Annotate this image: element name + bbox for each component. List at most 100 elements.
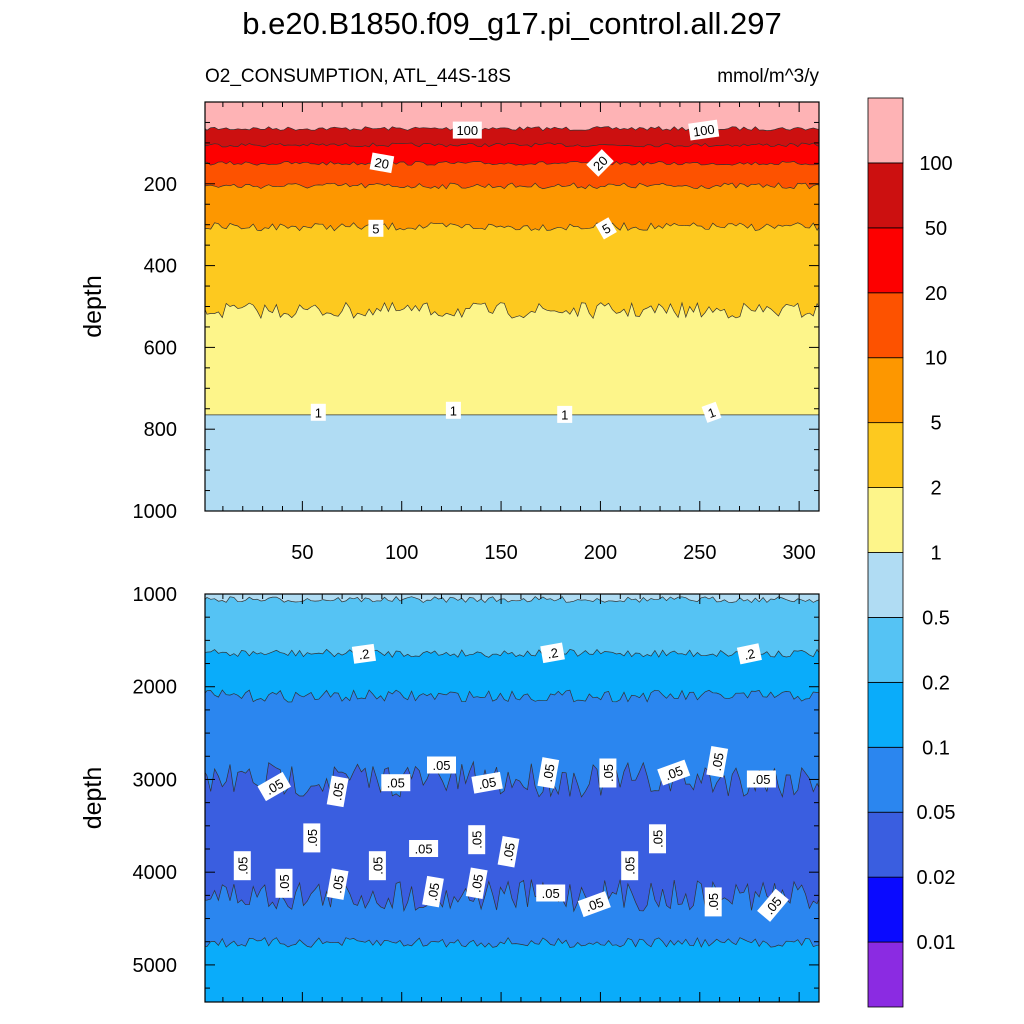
contour-line <box>205 937 819 948</box>
contour-label-text: .2 <box>743 646 757 663</box>
contour-label-text: .2 <box>546 645 559 662</box>
contour-label-text: .05 <box>415 842 433 857</box>
contour-label: .05 <box>422 875 444 908</box>
contour-label-text: .05 <box>706 893 721 911</box>
contour-label-text: .05 <box>329 781 347 801</box>
contour-label: .05 <box>468 825 486 855</box>
y-axis-label: depth <box>79 275 107 338</box>
plot-area: .2 .2 .2 .05 .05 .05 .05 .05 .05 .05 .05 .05 .05 .05.… <box>205 594 819 1002</box>
contour-label-box <box>537 757 560 789</box>
contour-label-text: .05 <box>651 830 666 848</box>
contour-label-box <box>381 774 411 792</box>
contour-line <box>205 222 819 232</box>
plot-frame <box>204 593 820 1003</box>
contour-label-box <box>557 405 573 423</box>
y-tick-label: 2000 <box>133 677 178 699</box>
contour-label-box <box>257 771 292 802</box>
contour-label: .05 <box>233 851 251 881</box>
contour-label-box <box>599 758 617 788</box>
y-tick-label: 600 <box>144 337 177 359</box>
contour-label-box <box>657 759 691 786</box>
contour-label-box <box>688 119 720 141</box>
contour-label-text: .05 <box>752 772 770 787</box>
contour-label: .05 <box>409 840 439 857</box>
contour-label: .05 <box>577 891 611 918</box>
contour-label-box <box>422 875 444 908</box>
contour-line <box>205 760 819 798</box>
contour-label-text: 100 <box>692 122 716 140</box>
contour-label-text: .05 <box>663 763 685 783</box>
contour-label-text: .05 <box>542 886 560 901</box>
contour-label-box <box>577 891 611 918</box>
contour-line <box>205 182 819 190</box>
contour-label-box <box>595 217 617 240</box>
contour-label-text: .05 <box>583 894 605 914</box>
colorbar-label: 50 <box>925 218 947 240</box>
contour-band <box>205 414 819 511</box>
x-tick-label: 300 <box>782 542 815 564</box>
contour-label: 1 <box>445 401 461 419</box>
contour-label-text: .05 <box>425 881 443 901</box>
colorbar-swatch <box>867 162 904 229</box>
contour-label-box <box>445 401 461 419</box>
contour-label-box <box>409 840 439 857</box>
colorbar-swatch <box>867 876 904 943</box>
contour-label: .05 <box>746 770 776 788</box>
contour-label-text: 20 <box>373 155 390 172</box>
contour-label: .2 <box>351 643 377 664</box>
contour-label-text: .05 <box>277 874 292 892</box>
contour-label-box <box>368 851 386 881</box>
contour-label-text: 1 <box>706 405 718 422</box>
contour-label: .05 <box>257 771 292 802</box>
contour-label-text: .05 <box>387 776 405 791</box>
colorbar-swatch <box>867 422 904 488</box>
colorbar-swatch <box>867 746 904 813</box>
contour-label: .05 <box>536 884 566 902</box>
colorbar: 0.01 0.02 0.05 0.1 0.2 0.5 1 2 5 10 20 50 100 <box>867 97 956 1008</box>
contour-label-box <box>736 643 762 665</box>
contour-label-text: .05 <box>370 857 385 875</box>
colorbar-swatch <box>867 681 904 748</box>
contour-label: .2 <box>540 642 565 664</box>
contour-label: .05 <box>303 823 321 853</box>
colorbar-label: 0.02 <box>917 867 956 889</box>
contour-label: .05 <box>657 759 691 786</box>
contour-label-box <box>368 219 384 237</box>
contour-label: .05 <box>381 774 411 792</box>
contour-label-box <box>497 835 520 868</box>
contour-line <box>205 160 819 166</box>
contour-label-text: .05 <box>432 758 450 773</box>
contour-label-box <box>303 823 321 853</box>
contour-label: .05 <box>471 771 503 794</box>
contour-label: .05 <box>621 851 639 881</box>
colorbar-label: 0.01 <box>917 932 956 954</box>
contour-label-box <box>757 888 789 922</box>
contour-label: 5 <box>368 219 384 237</box>
contour-label-box <box>351 643 377 664</box>
y-tick-label: 5000 <box>133 955 178 977</box>
x-tick-label: 250 <box>683 542 716 564</box>
contour-label-text: .05 <box>470 831 485 849</box>
colorbar-swatch <box>867 811 904 878</box>
contour-label-box <box>452 121 482 139</box>
colorbar-label: 10 <box>925 348 947 370</box>
contour-label-box <box>706 745 729 778</box>
colorbar-label: 0.1 <box>922 737 950 759</box>
contour-label-box <box>326 775 349 808</box>
contour-line <box>205 648 819 658</box>
variable-label: O2_CONSUMPTION, ATL_44S-18S <box>205 66 511 87</box>
y-tick-label: 1000 <box>133 501 178 523</box>
contour-line <box>205 689 819 703</box>
contour-label-box <box>621 851 639 881</box>
contour-label: 100 <box>688 119 720 141</box>
contour-label-box <box>701 401 722 423</box>
contour-label-text: .05 <box>709 752 727 772</box>
contour-label-text: .05 <box>500 842 518 862</box>
colorbar-swatch <box>867 941 904 1008</box>
contour-label-box <box>471 771 503 794</box>
contour-label-box <box>649 824 666 854</box>
contour-label: .05 <box>465 867 488 899</box>
contour-label-text: 100 <box>456 123 478 138</box>
colorbar-label: 0.2 <box>922 672 950 694</box>
